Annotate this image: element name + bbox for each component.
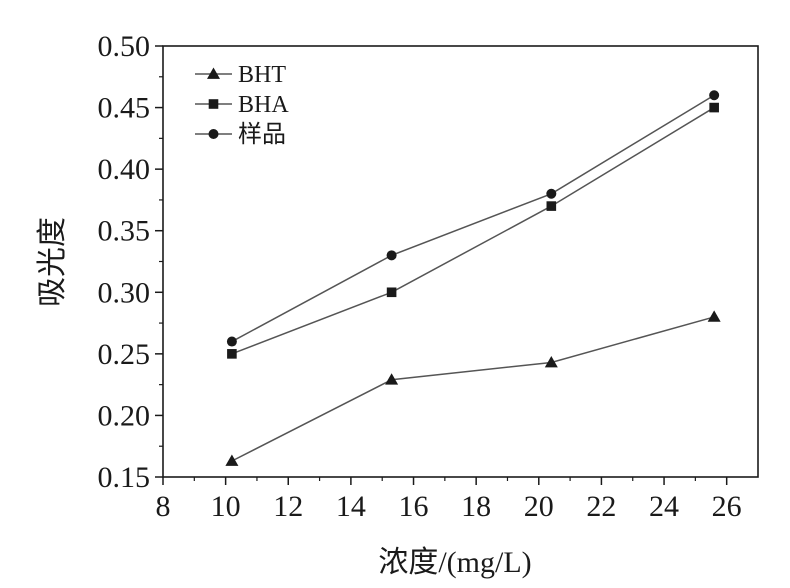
series-sample [226, 90, 720, 347]
x-axis-title: 浓度/(mg/L) [378, 546, 531, 579]
data-point-sample [226, 336, 237, 347]
x-tick-label: 8 [156, 490, 171, 523]
data-point-bht [225, 454, 239, 466]
x-tick-label: 10 [211, 490, 241, 523]
legend-label: BHA [238, 92, 289, 118]
y-tick-label: 0.25 [98, 338, 151, 371]
legend-item-bht: BHT [195, 62, 286, 88]
legend-marker [208, 99, 219, 109]
axes: 8 10 12 14 16 18 20 22 24 26 0.15 0.20 0.25 0.30 0.35 0… [98, 30, 759, 523]
data-point-bht [707, 310, 721, 322]
series-line-bha [231, 106, 715, 355]
y-axis-title: 吸光度 [36, 217, 69, 307]
data-point-bha [709, 102, 719, 113]
data-point-bht [385, 373, 399, 385]
legend-label: BHT [238, 62, 286, 88]
legend-marker [208, 129, 219, 139]
data-point-bha [227, 349, 237, 359]
x-tick-label: 26 [712, 490, 742, 523]
y-tick-label: 0.15 [98, 461, 151, 494]
series-bht [225, 310, 721, 466]
y-tick-label: 0.50 [98, 30, 151, 63]
y-tick-label: 0.20 [98, 399, 151, 432]
data-point-sample [386, 250, 397, 261]
data-point-sample [546, 188, 557, 199]
series-bha [227, 102, 719, 359]
legend-item-bha: BHA [195, 92, 289, 118]
legend: BHT BHA 样品 [195, 62, 289, 148]
x-tick-label: 20 [524, 490, 554, 523]
x-tick-label: 12 [273, 490, 303, 523]
legend-label: 样品 [238, 121, 286, 148]
x-tick-label: 18 [461, 490, 491, 523]
x-tick-label: 24 [649, 490, 679, 523]
data-point-bha [546, 201, 557, 211]
data-point-bha [386, 287, 397, 298]
x-tick-label: 16 [399, 490, 429, 523]
legend-marker [207, 67, 220, 79]
series-line-bht [231, 316, 715, 462]
x-tick-label: 14 [336, 490, 366, 523]
series-line-sample [231, 94, 715, 343]
y-tick-label: 0.30 [98, 276, 151, 309]
data-point-sample [709, 90, 720, 101]
series-layer [225, 90, 721, 466]
y-tick-label: 0.35 [98, 215, 151, 248]
x-tick-label: 22 [586, 490, 616, 523]
y-tick-label: 0.40 [98, 153, 151, 186]
y-tick-label: 0.45 [98, 92, 151, 125]
data-point-bht [544, 355, 558, 368]
legend-item-sample: 样品 [195, 121, 286, 148]
